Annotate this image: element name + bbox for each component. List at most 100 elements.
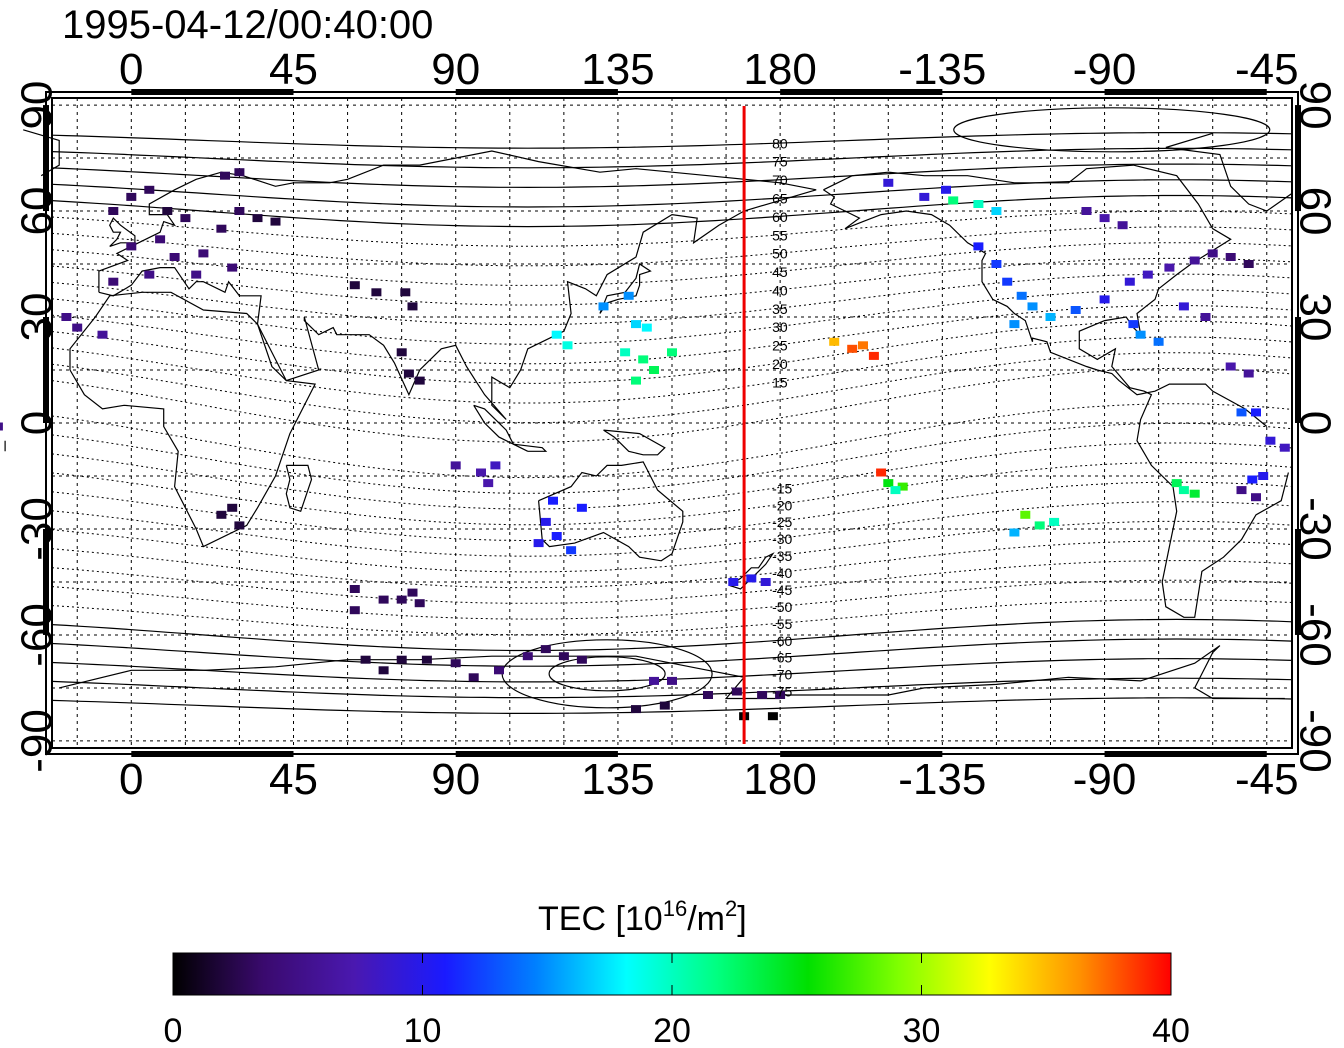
- contour-line: [51, 179, 1293, 208]
- tec-point: [162, 207, 173, 215]
- contour-label-north: 40: [772, 282, 788, 298]
- tec-point: [216, 224, 227, 233]
- tec-point: [407, 302, 418, 311]
- lat-label-right: 90: [1291, 81, 1340, 130]
- tec-point: [476, 468, 486, 477]
- contour-line: [51, 147, 1293, 169]
- tec-point: [760, 578, 771, 586]
- tec-point: [1027, 302, 1038, 311]
- tec-point: [252, 214, 263, 223]
- contour-label-south: -30: [772, 531, 792, 547]
- tec-point: [576, 655, 587, 664]
- tec-point: [234, 168, 245, 177]
- tec-point: [649, 366, 659, 374]
- contour-label-south: -20: [772, 497, 792, 513]
- frame-bar-left: [43, 105, 49, 212]
- tec-point: [659, 701, 670, 710]
- tec-point: [108, 277, 119, 286]
- tec-point: [468, 673, 479, 682]
- tec-point: [198, 249, 209, 258]
- contour-line: [51, 226, 1293, 267]
- tec-point: [941, 185, 951, 194]
- contour-line: [51, 336, 1293, 404]
- magnetic-latitude-contours: [51, 107, 1293, 714]
- tec-point: [576, 503, 587, 512]
- tec-point: [883, 178, 894, 187]
- coastline-path: [603, 429, 666, 456]
- coastline-path: [23, 129, 1293, 212]
- contour-line: [51, 560, 1293, 604]
- tec-point: [1034, 521, 1045, 530]
- lon-label-bottom: -45: [1235, 755, 1299, 804]
- tec-point: [1207, 249, 1218, 258]
- tec-point: [1099, 214, 1110, 223]
- coastline-path: [69, 291, 317, 548]
- colorbar-title-end: ]: [737, 900, 746, 938]
- tec-point: [890, 486, 901, 495]
- tec-point: [641, 323, 652, 332]
- tec-point: [731, 687, 742, 696]
- tec-point: [1081, 207, 1092, 215]
- tec-point: [1135, 330, 1146, 339]
- tec-point: [108, 207, 119, 215]
- axis-labels: 0 45 90 135 180 -135 -90 -450 45 90 135 180 -135 -90-…: [12, 45, 1339, 804]
- contour-line: [51, 677, 1293, 699]
- south-pole-contour: [501, 639, 713, 709]
- tec-point: [1265, 436, 1276, 445]
- tec-point: [97, 330, 108, 339]
- tec-point: [227, 263, 238, 272]
- contour-line: [51, 242, 1293, 286]
- contour-line: [51, 320, 1293, 384]
- coastline-path: [4, 164, 1289, 618]
- tec-point: [1128, 320, 1139, 329]
- tec-point: [620, 348, 631, 357]
- contour-label-north: 55: [772, 227, 788, 243]
- tec-point: [522, 652, 533, 661]
- tec-point: [371, 288, 382, 297]
- tec-point: [1045, 313, 1056, 321]
- contour-label-north: 80: [772, 135, 788, 151]
- tec-point: [349, 281, 360, 290]
- frame-bar-left: [43, 528, 49, 635]
- frame-bar-top: [455, 89, 618, 95]
- contour-labels: 80 75 70 65 60 55 50 45 40 35 30 25 20 15 -15-20-25-30…: [772, 135, 792, 699]
- tec-point: [1002, 277, 1013, 286]
- coastline-path: [98, 150, 817, 420]
- tec-point: [1016, 291, 1027, 300]
- lon-label-bottom: 135: [581, 755, 654, 804]
- tec-point: [566, 546, 577, 555]
- tec-point: [1243, 260, 1254, 268]
- tec-point: [1225, 362, 1236, 371]
- contour-label-north: 45: [772, 264, 788, 280]
- tec-point: [1171, 479, 1182, 488]
- tec-point: [169, 253, 180, 261]
- tec-point: [1279, 443, 1290, 452]
- colorbar-title-exp2: 2: [725, 896, 737, 921]
- tec-point: [191, 270, 202, 279]
- contour-label-south: -25: [772, 514, 792, 530]
- lat-label-right: -90: [1291, 709, 1340, 773]
- frame-bar-bottom: [131, 751, 294, 757]
- tec-point: [919, 192, 930, 201]
- tec-point: [1020, 510, 1031, 519]
- frame-bar-right: [1295, 528, 1301, 635]
- colorbar-tick-label: 30: [903, 1012, 941, 1048]
- colorbar-tick-label: 0: [164, 1012, 183, 1048]
- tec-point: [1164, 263, 1175, 272]
- contour-line: [51, 352, 1293, 424]
- contour-label-south: -35: [772, 548, 792, 564]
- frame-bar-right: [1295, 105, 1301, 212]
- tec-point: [883, 479, 894, 488]
- contour-label-north: 25: [772, 338, 788, 354]
- tec-point: [1070, 306, 1081, 314]
- lat-label-right: -60: [1291, 603, 1340, 667]
- tec-point: [1225, 253, 1236, 261]
- tec-point: [973, 242, 984, 251]
- coastline-path: [473, 404, 515, 446]
- tec-point: [703, 691, 713, 699]
- contour-label-south: -75: [772, 684, 792, 700]
- tec-point: [767, 712, 778, 721]
- tec-point: [847, 344, 858, 353]
- tec-point: [551, 330, 562, 339]
